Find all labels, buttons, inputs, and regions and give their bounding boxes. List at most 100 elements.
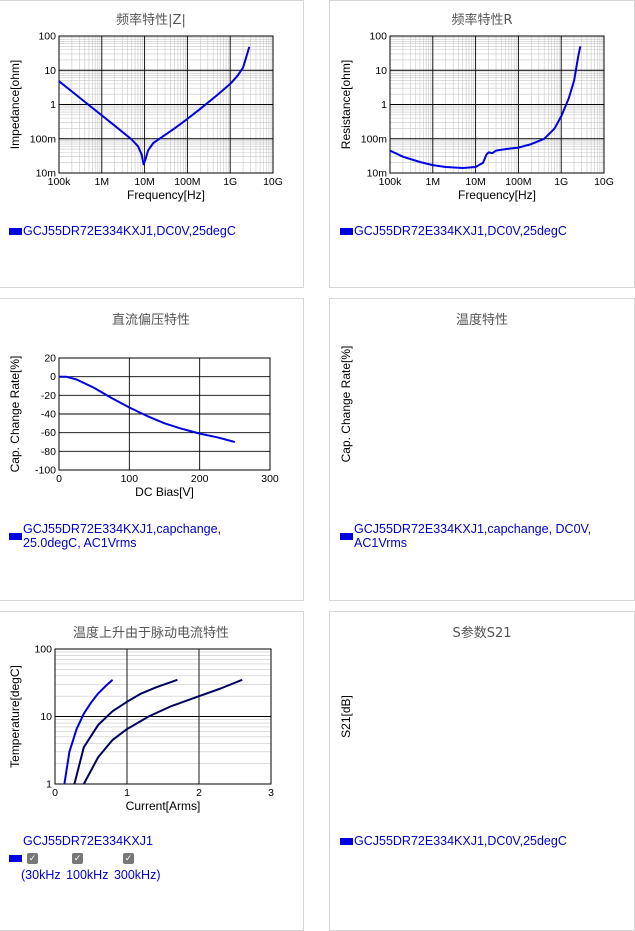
y-tick-label: 1	[50, 99, 56, 111]
x-tick-label: 10M	[465, 176, 485, 188]
y-tick-label: 10	[44, 65, 56, 77]
y-tick-label: 1	[46, 779, 52, 791]
series-line	[73, 678, 178, 785]
plot-frame	[389, 35, 605, 174]
legend-swatch	[9, 228, 22, 235]
series-line	[59, 375, 236, 443]
plot-frame	[58, 357, 271, 471]
legend-swatch	[340, 228, 353, 235]
legend-label[interactable]: GCJ55DR72E334KXJ1,DC0V,25degC	[354, 834, 567, 848]
x-tick-label: 2	[196, 787, 202, 799]
legend-label[interactable]: GCJ55DR72E334KXJ1,DC0V,25degC	[23, 224, 236, 238]
y-tick-label: -20	[41, 390, 56, 402]
x-tick-label: 100k	[48, 176, 72, 188]
y-tick-label: 10	[40, 711, 52, 723]
checkbox-300khz[interactable]: ✓	[123, 853, 134, 864]
chart-card-temprise: 温度上升由于脉动电流特性 0 1 2 3 100 10 1 Current[Arms] Temp…	[0, 611, 304, 931]
series-line	[58, 46, 251, 166]
chart-title: S参数S21	[452, 626, 512, 641]
option-300khz[interactable]: 300kHz)	[113, 868, 161, 882]
legend-swatch	[340, 838, 353, 845]
x-axis-title: DC Bias[V]	[135, 485, 194, 499]
checkbox-30khz[interactable]: ✓	[27, 853, 38, 864]
series-line	[389, 46, 582, 169]
chart-card-dcbias: 直流偏压特性 0 100 200 300 20 0 -20 -40 -60 -80 -100 DC B…	[0, 298, 304, 601]
chart-title: 温度上升由于脉动电流特性	[72, 626, 229, 641]
chart-temperature: -80-4004080120160403020100-10-20-30-40-5…	[339, 346, 353, 463]
y-tick-label: 100m	[30, 133, 57, 145]
legend-swatch	[9, 533, 22, 540]
chart-title: 频率特性R	[451, 13, 513, 28]
y-axis-title: Impedance[ohm]	[8, 60, 22, 149]
x-tick-label: 3	[268, 787, 274, 799]
plot-frame	[58, 35, 274, 174]
chart-title: 直流偏压特性	[111, 313, 190, 328]
plot-frame	[54, 648, 272, 785]
legend-frequency-options: (30kHz 100kHz 300kHz)	[21, 868, 161, 882]
y-tick-label: -40	[41, 409, 56, 421]
x-axis-title: Current[Arms]	[126, 799, 201, 813]
legend-line-2: AC1Vrms	[354, 536, 408, 550]
y-tick-label: 10m	[36, 168, 57, 180]
legend-label[interactable]: GCJ55DR72E334KXJ1,capchange, DC0V, AC1Vr…	[354, 522, 591, 550]
y-tick-label: 100	[38, 31, 56, 43]
y-tick-label: 100m	[361, 133, 388, 145]
y-tick-label: 10	[375, 65, 387, 77]
x-tick-label: 10M	[134, 176, 154, 188]
checkbox-100khz[interactable]: ✓	[72, 853, 83, 864]
y-tick-label: -100	[35, 465, 56, 477]
option-100khz[interactable]: 100kHz	[66, 868, 109, 882]
legend-label: GCJ55DR72E334KXJ1	[23, 834, 153, 848]
series-line	[82, 678, 243, 785]
chart-s21: 100k1M10M100M1G10G0-1-2-3-4Frequency[Hz]…	[339, 695, 353, 738]
chart-card-temperature: 温度特性 -80-4004080120160403020100-10-20-30…	[329, 298, 635, 601]
x-tick-label: 10G	[263, 176, 283, 188]
legend-label[interactable]: GCJ55DR72E334KXJ1,DC0V,25degC	[354, 224, 567, 238]
x-tick-label: 0	[52, 787, 58, 799]
legend-label[interactable]: GCJ55DR72E334KXJ1,capchange, 25.0degC, A…	[23, 522, 221, 550]
y-tick-label: 10m	[367, 168, 388, 180]
series-line	[63, 679, 114, 785]
option-30khz[interactable]: (30kHz	[21, 868, 61, 882]
y-axis-title: S21[dB]	[339, 695, 353, 738]
y-tick-label: 0	[50, 371, 56, 383]
legend-line-1: GCJ55DR72E334KXJ1,capchange,	[23, 522, 222, 536]
y-tick-label: 20	[44, 353, 56, 365]
y-tick-label: 100	[34, 644, 52, 656]
chart-resistance: 100k 1M 10M 100M 1G 10G 100 10 1 100m 10m Frequency…	[339, 31, 614, 203]
x-tick-label: 300	[261, 473, 279, 485]
x-axis-title: Frequency[Hz]	[458, 188, 536, 202]
legend-line-2: 25.0degC, AC1Vrms	[23, 536, 137, 550]
chart-card-impedance: 频率特性|Z| 100k 1M 10M 100M 1G 10G 100 10 1 100m 10m F…	[0, 0, 304, 288]
x-tick-label: 100M	[505, 176, 531, 188]
y-tick-label: 100	[369, 31, 387, 43]
x-tick-label: 100k	[379, 176, 403, 188]
chart-title: 频率特性|Z|	[116, 13, 186, 28]
chart-card-resistance: 频率特性R 100k 1M 10M 100M 1G 10G 100 10 1 100m 10m Fre…	[329, 0, 635, 288]
x-tick-label: 100M	[174, 176, 200, 188]
chart-impedance: 100k 1M 10M 100M 1G 10G 100 10 1 100m 10m Frequency…	[8, 31, 283, 203]
x-tick-label: 0	[56, 473, 62, 485]
x-tick-label: 1G	[554, 176, 568, 188]
y-tick-label: 1	[381, 99, 387, 111]
y-axis-title: Temperature[degC]	[8, 665, 22, 768]
y-axis-title: Resistance[ohm]	[339, 60, 353, 149]
x-tick-label: 1M	[426, 176, 441, 188]
chart-title: 温度特性	[455, 313, 508, 328]
x-tick-label: 1	[124, 787, 130, 799]
x-tick-label: 1G	[223, 176, 237, 188]
y-tick-label: -80	[41, 446, 56, 458]
x-tick-label: 1M	[95, 176, 110, 188]
legend-swatch	[9, 855, 22, 862]
x-axis-title: Frequency[Hz]	[127, 188, 205, 202]
y-tick-label: -60	[41, 427, 56, 439]
legend-line-1: GCJ55DR72E334KXJ1,capchange, DC0V,	[354, 522, 592, 536]
x-tick-label: 100	[121, 473, 139, 485]
y-axis-title: Cap. Change Rate[%]	[339, 346, 353, 463]
chart-card-s21: S参数S21 100k1M10M100M1G10G0-1-2-3-4Freque…	[329, 611, 635, 931]
x-tick-label: 200	[191, 473, 209, 485]
legend-swatch	[340, 533, 353, 540]
x-tick-label: 10G	[594, 176, 614, 188]
